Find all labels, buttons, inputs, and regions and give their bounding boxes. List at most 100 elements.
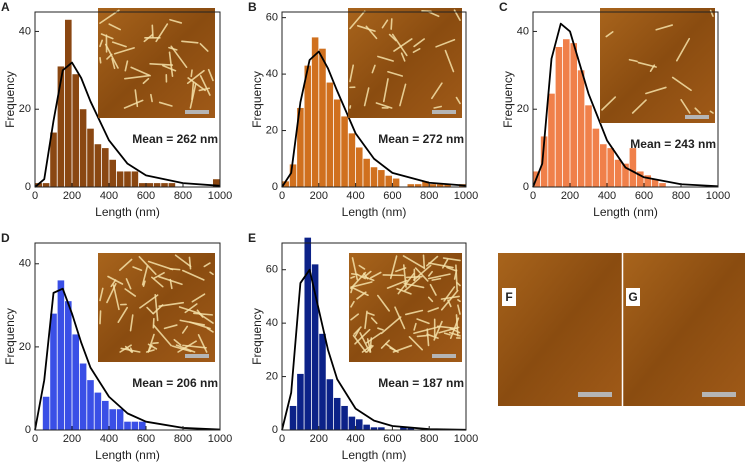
bar xyxy=(378,427,385,430)
bar xyxy=(311,37,319,187)
fibril xyxy=(106,53,113,60)
fibril xyxy=(413,322,417,331)
fibril xyxy=(349,64,355,83)
bar xyxy=(540,136,548,187)
fibril xyxy=(186,69,205,85)
fibril xyxy=(399,83,407,107)
fibril xyxy=(134,89,139,108)
fibril xyxy=(382,78,389,103)
y-tick-label: 40 xyxy=(266,317,278,329)
bar xyxy=(102,400,109,430)
fibril xyxy=(358,264,366,270)
fibril xyxy=(104,43,119,69)
bar xyxy=(570,43,577,187)
bar xyxy=(146,183,153,187)
x-tick-label: 0 xyxy=(279,190,285,202)
bar xyxy=(651,179,659,187)
x-axis-label: Length (nm) xyxy=(593,205,658,219)
fibril xyxy=(206,327,214,333)
scale-bar xyxy=(702,392,736,397)
bar xyxy=(50,132,57,187)
bar xyxy=(356,419,363,430)
fibril xyxy=(377,294,390,312)
fibril xyxy=(179,319,206,326)
fibril xyxy=(414,267,429,282)
bar xyxy=(42,183,50,187)
bar xyxy=(57,280,65,430)
fibril xyxy=(138,255,157,276)
fibril xyxy=(444,49,455,73)
fibril xyxy=(680,99,691,114)
fibril xyxy=(193,312,214,316)
fibril xyxy=(655,24,674,31)
y-tick-label: 0 xyxy=(25,424,31,436)
fibril xyxy=(370,317,378,325)
y-tick-label: 20 xyxy=(266,370,278,382)
fibril xyxy=(173,338,182,346)
fibril xyxy=(446,266,457,272)
y-tick-label: 20 xyxy=(19,341,31,353)
bar xyxy=(385,175,392,187)
plot-frame xyxy=(281,11,467,188)
bar xyxy=(124,171,131,187)
y-tick-label: 20 xyxy=(266,124,278,136)
bar xyxy=(289,405,297,430)
fibril xyxy=(365,270,372,277)
fit-curve xyxy=(281,268,467,431)
bar xyxy=(116,171,124,187)
x-tick-label: 800 xyxy=(420,433,438,445)
fibril xyxy=(350,300,355,308)
fibril xyxy=(350,281,373,289)
fibril xyxy=(375,102,393,109)
y-tick-label: 40 xyxy=(19,25,31,37)
fibril xyxy=(433,320,443,341)
fibril xyxy=(108,23,121,31)
fibril xyxy=(146,306,154,315)
fibril xyxy=(190,69,193,78)
fibril xyxy=(106,283,117,304)
fibril xyxy=(112,284,120,311)
fibril xyxy=(207,68,214,82)
y-tick-label: 20 xyxy=(517,103,529,115)
fibril xyxy=(152,324,173,347)
fibril xyxy=(389,347,399,353)
x-tick-label: 1000 xyxy=(454,433,478,445)
x-tick-label: 200 xyxy=(310,190,328,202)
bar xyxy=(436,184,444,187)
fibril xyxy=(107,275,124,285)
bar xyxy=(326,82,334,187)
fibril xyxy=(147,260,174,271)
bar xyxy=(363,158,370,187)
fibril xyxy=(349,10,366,30)
fibril xyxy=(199,75,211,96)
fibril xyxy=(364,310,368,330)
bar xyxy=(304,237,312,430)
fibril xyxy=(141,265,149,286)
x-tick-label: 200 xyxy=(63,190,81,202)
fibril xyxy=(119,258,133,271)
scale-bar xyxy=(432,354,456,358)
x-tick-label: 800 xyxy=(672,190,690,202)
fibril xyxy=(111,57,116,70)
bar xyxy=(213,179,220,187)
fibril xyxy=(209,271,214,276)
x-tick-label: 600 xyxy=(383,433,401,445)
bar xyxy=(109,409,116,430)
fibril xyxy=(435,38,456,48)
fibril xyxy=(455,264,458,291)
bar xyxy=(79,363,87,430)
fibril xyxy=(377,55,394,62)
fibril xyxy=(359,332,370,351)
y-tick-label: 60 xyxy=(266,264,278,276)
scale-bar xyxy=(185,354,209,358)
plot-frame xyxy=(34,242,221,431)
fibril xyxy=(123,99,144,109)
fibril xyxy=(352,287,369,297)
fibril xyxy=(426,333,439,339)
fibril xyxy=(431,277,442,281)
fibril xyxy=(354,328,360,337)
fibril xyxy=(361,344,373,353)
fibril xyxy=(188,256,192,270)
